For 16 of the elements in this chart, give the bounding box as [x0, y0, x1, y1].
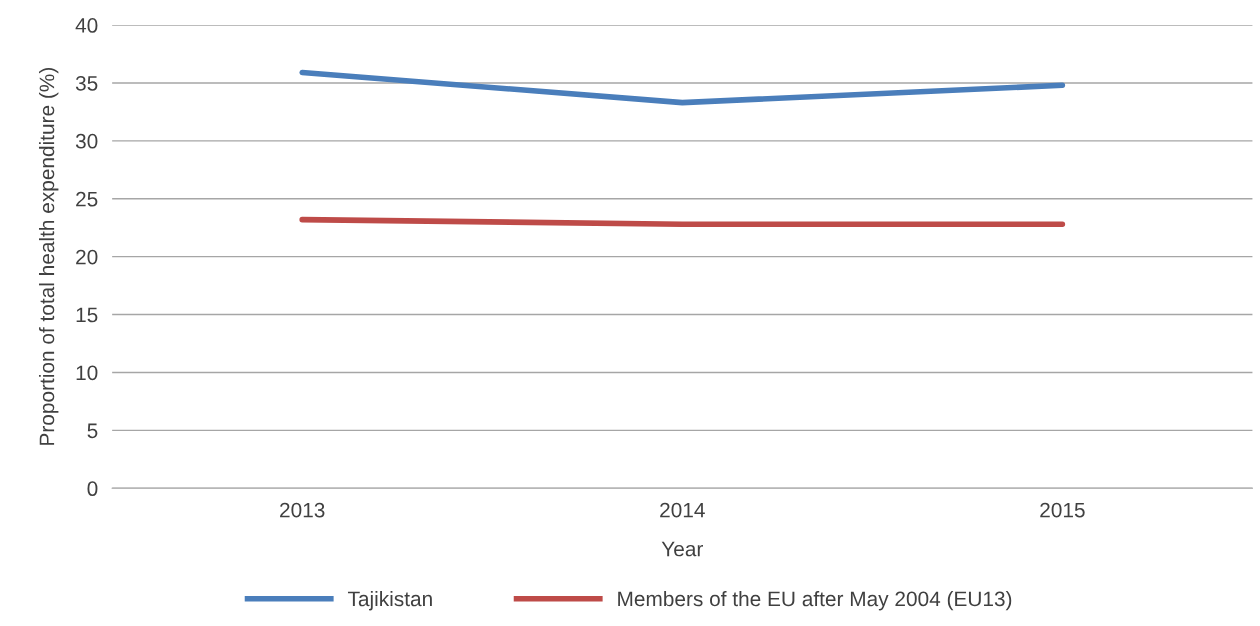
y-tick-label: 35	[75, 75, 98, 91]
y-tick-label: 5	[87, 423, 98, 439]
y-tick-label: 10	[76, 365, 98, 381]
legend-label: Members of the EU after May 2004 (EU13)	[618, 590, 1012, 611]
x-tick-label: 2013	[280, 502, 325, 518]
y-tick-label: 0	[87, 481, 98, 497]
legend-label: Tajikistan	[347, 590, 432, 611]
x-tick-label: 2015	[1040, 502, 1085, 518]
y-tick-label: 15	[76, 307, 98, 323]
y-tick-label: 20	[76, 249, 98, 265]
x-tick-label: 2014	[660, 502, 705, 518]
y-tick-label: 40	[75, 18, 98, 33]
y-tick-label: 25	[76, 191, 98, 207]
x-axis-title: Year	[661, 541, 703, 557]
y-tick-label: 30	[75, 133, 98, 149]
y-axis-title: Proportion of total health expenditure (%)	[38, 68, 59, 445]
